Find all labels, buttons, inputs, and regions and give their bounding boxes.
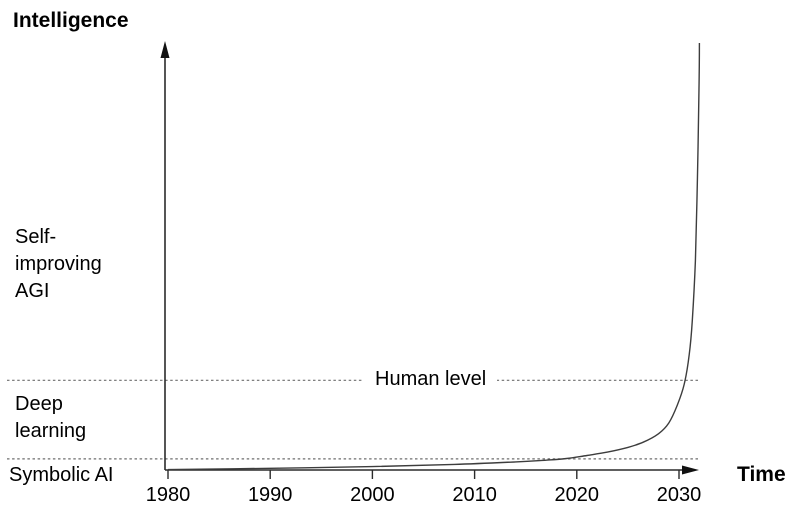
x-axis-title: Time — [737, 463, 786, 486]
human-level-label: Human level — [364, 368, 498, 391]
stage-label-line: AGI — [15, 280, 50, 302]
x-tick-label: 1990 — [247, 484, 293, 506]
x-tick-label: 2000 — [350, 484, 395, 506]
stage-label-symbolic-ai: Symbolic AI — [9, 462, 113, 489]
stage-label-line: learning — [15, 420, 87, 442]
x-tick-label: 2020 — [554, 484, 600, 506]
stage-label-line: Self- — [15, 226, 57, 248]
x-tick-label: 1980 — [145, 484, 191, 506]
x-tick-label: 2010 — [452, 484, 497, 506]
stage-label-line: Symbolic AI — [9, 464, 114, 486]
y-axis-title: Intelligence — [13, 9, 129, 32]
stage-label-deep-learning: Deep learning — [15, 391, 86, 445]
stage-label-line: Deep — [15, 393, 63, 415]
stage-label-line: improving — [15, 253, 102, 275]
stage-label-self-improving-agi: Self- improving AGI — [15, 224, 102, 305]
x-tick-label: 2030 — [656, 484, 702, 506]
